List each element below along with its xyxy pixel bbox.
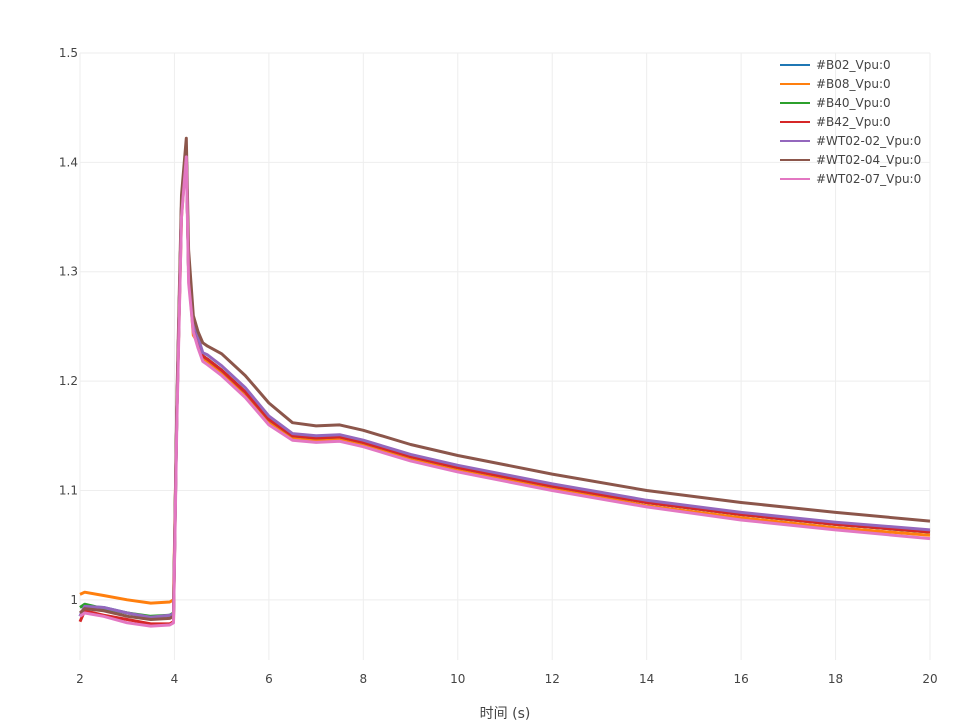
y-tick-label: 1.2 — [59, 374, 78, 388]
x-tick-label: 2 — [76, 672, 84, 686]
y-tick-label: 1 — [70, 593, 78, 607]
series-line-b02-vpu-0 — [78, 149, 931, 619]
legend-label-b02-vpu-0[interactable]: #B02_Vpu:0 — [816, 58, 891, 72]
legend-label-wt02-07-vpu-0[interactable]: #WT02-07_Vpu:0 — [816, 172, 921, 186]
x-tick-label: 16 — [733, 672, 748, 686]
series-line-b08-vpu-0 — [79, 149, 931, 605]
legend-label-b08-vpu-0[interactable]: #B08_Vpu:0 — [816, 77, 891, 91]
series-line-b40-vpu-0 — [79, 149, 931, 618]
y-tick-label: 1.3 — [59, 265, 78, 279]
y-tick-label: 1.4 — [59, 155, 78, 169]
x-tick-label: 8 — [360, 672, 368, 686]
legend-label-b42-vpu-0[interactable]: #B42_Vpu:0 — [816, 115, 891, 129]
x-axis-title: 时间 (s) — [480, 706, 531, 720]
legend-label-b40-vpu-0[interactable]: #B40_Vpu:0 — [816, 96, 891, 110]
y-tick-label: 1.5 — [59, 46, 78, 60]
x-tick-label: 6 — [265, 672, 273, 686]
series-line-wt02-04-vpu-0 — [78, 136, 931, 621]
x-tick-label: 12 — [545, 672, 560, 686]
series-line-wt02-07-vpu-0 — [79, 155, 931, 628]
legend-label-wt02-02-vpu-0[interactable]: #WT02-02_Vpu:0 — [816, 134, 921, 148]
y-axis-ticks: 1 1.1 1.2 1.3 1.4 1.5 — [59, 46, 78, 607]
x-tick-label: 20 — [922, 672, 937, 686]
x-tick-label: 4 — [171, 672, 179, 686]
series-line-wt02-02-vpu-0 — [78, 149, 931, 619]
gridlines — [79, 52, 931, 660]
series-lines — [78, 136, 931, 628]
x-axis-ticks: 2 4 6 8 10 12 14 16 18 20 — [76, 672, 937, 686]
legend-label-wt02-04-vpu-0[interactable]: #WT02-04_Vpu:0 — [816, 153, 921, 167]
legend: #B02_Vpu:0 #B08_Vpu:0 #B40_Vpu:0 #B42_Vpu:0… — [780, 58, 921, 186]
x-tick-label: 18 — [828, 672, 843, 686]
x-tick-label: 10 — [450, 672, 465, 686]
y-tick-label: 1.1 — [59, 483, 78, 497]
series-line-b42-vpu-0 — [78, 149, 931, 626]
x-tick-label: 14 — [639, 672, 654, 686]
